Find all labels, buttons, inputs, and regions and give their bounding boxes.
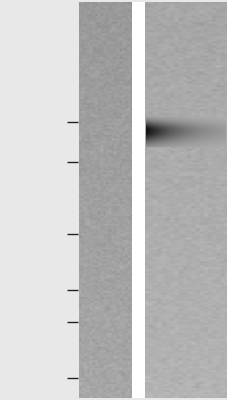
- Text: 35: 35: [1, 156, 20, 168]
- Bar: [132, 2, 144, 398]
- Text: 106: 106: [1, 316, 29, 328]
- Text: 158: 158: [1, 372, 29, 384]
- Text: 48: 48: [1, 228, 20, 240]
- Text: 79: 79: [1, 284, 19, 296]
- Bar: [0, 2, 78, 398]
- Text: 23: 23: [1, 116, 20, 128]
